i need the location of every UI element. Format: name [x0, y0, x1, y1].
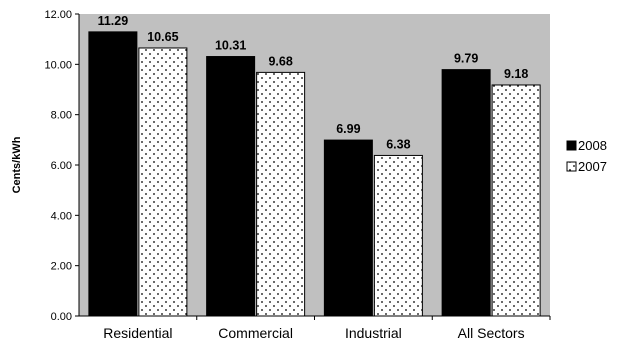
y-tick-label: 4.00 — [51, 210, 72, 222]
x-category-label: All Sectors — [458, 325, 525, 341]
data-label-2007-commercial: 9.68 — [268, 54, 292, 68]
bar-2008-industrial — [323, 139, 373, 317]
y-tick-label: 0.00 — [51, 311, 72, 323]
x-axis: Residential Commercial Industrial All Secto… — [79, 315, 551, 341]
bar-2007-industrial — [373, 154, 423, 317]
data-label-2007-industrial: 6.38 — [386, 137, 410, 151]
legend-swatch-2008 — [566, 140, 577, 151]
y-axis-label: Cents/kWh — [11, 136, 23, 193]
y-tick-label: 10.00 — [44, 59, 72, 71]
bar-2008-commercial — [206, 56, 256, 317]
data-label-2008-all-sectors: 9.79 — [454, 52, 478, 66]
bars-group — [88, 31, 541, 317]
bar-2008-all-sectors — [441, 69, 491, 317]
data-label-2008-commercial: 10.31 — [215, 39, 246, 53]
data-labels-group: 11.29 10.65 10.31 9.68 6.99 6.38 9.79 9.18 — [98, 14, 529, 152]
y-tick-label: 8.00 — [51, 110, 72, 122]
bar-2008-residential — [88, 31, 138, 317]
y-tick-label: 12.00 — [44, 9, 72, 21]
bar-2007-commercial — [256, 71, 306, 317]
y-axis: 0.00 2.00 4.00 6.00 8.00 10.00 12.00 — [44, 9, 80, 323]
bar-2007-all-sectors — [491, 84, 541, 317]
y-tick-label: 6.00 — [51, 160, 72, 172]
y-tick-label: 2.00 — [51, 261, 72, 273]
x-category-label: Commercial — [218, 325, 293, 341]
data-label-2008-residential: 11.29 — [98, 14, 129, 28]
data-label-2007-all-sectors: 9.18 — [504, 67, 528, 81]
bar-2007-residential — [138, 47, 188, 317]
data-label-2007-residential: 10.65 — [147, 30, 178, 44]
x-category-label: Residential — [103, 325, 172, 341]
legend: 2008 2007 — [566, 138, 607, 174]
x-category-label: Industrial — [345, 325, 402, 341]
legend-label-2007: 2007 — [578, 159, 607, 174]
data-label-2008-industrial: 6.99 — [336, 122, 360, 136]
legend-label-2008: 2008 — [578, 138, 607, 153]
legend-swatch-2007 — [566, 161, 577, 172]
